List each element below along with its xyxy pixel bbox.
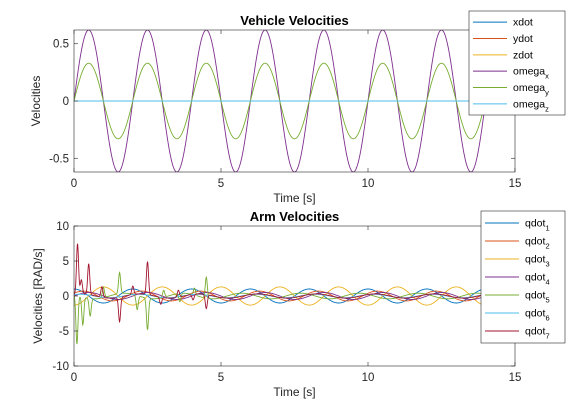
y-axis-label: Velocities [RAD/s] [31, 248, 45, 343]
y-axis-label: Velocities [29, 76, 43, 127]
series-line-qdot-3 [74, 286, 486, 306]
legend-label-omega-z: omegaz [513, 98, 549, 113]
vehicle-velocities-plot: 0 5 10 15 -0.5 0 0.5 Vehicle Velocities Time [s]… [29, 10, 566, 205]
x-tick-label: 5 [218, 178, 224, 190]
chart-title: Vehicle Velocities [240, 13, 348, 28]
series-line-qdot-2 [74, 290, 486, 302]
y-tick-label: -10 [52, 361, 69, 373]
x-axis-label: Time [s] [273, 385, 315, 399]
x-tick-label: 0 [71, 372, 77, 384]
legend-subscript: 6 [545, 314, 549, 323]
legend-subscript: 2 [545, 242, 549, 251]
legend-label-ydot: ydot [513, 33, 533, 45]
x-tick-label: 0 [71, 178, 77, 190]
legend-subscript: x [545, 72, 549, 81]
x-tick-label: 10 [362, 372, 375, 384]
x-tick-label: 15 [509, 178, 522, 190]
legend-label-qdot-4: qdot4 [525, 272, 550, 287]
legend: qdot1 qdot2 qdot3 qdot4 qdot5 qdot6 qdot7 [480, 210, 566, 344]
legend-label-omega-y: omegay [513, 82, 549, 97]
y-tick-label: 0.5 [53, 39, 69, 51]
legend-label-qdot-7: qdot7 [525, 326, 550, 341]
x-tick-label: 5 [218, 372, 224, 384]
legend-subscript: 4 [545, 278, 549, 287]
legend-label-qdot-3: qdot3 [525, 254, 550, 269]
series-line-qdot-1 [74, 288, 486, 304]
y-tick-label: 0 [63, 96, 69, 108]
legend-label-omega-x: omegax [513, 66, 549, 81]
y-tick-label: -5 [59, 326, 69, 338]
legend-subscript: 1 [545, 224, 549, 233]
y-tick-label: 0 [63, 291, 69, 303]
x-tick-label: 10 [362, 178, 375, 190]
series-line-qdot-4 [74, 292, 486, 300]
legend-label-zdot: zdot [513, 49, 533, 61]
legend-label-qdot-6: qdot6 [525, 308, 550, 323]
legend-label-qdot-2: qdot2 [525, 236, 550, 251]
x-tick-label: 15 [509, 372, 522, 384]
legend-label-qdot-1: qdot1 [525, 218, 550, 233]
series-group [74, 243, 486, 345]
y-tick-label: 10 [56, 221, 69, 233]
y-tick-label: -0.5 [49, 153, 69, 165]
y-tick-label: 5 [63, 256, 69, 268]
legend-box [468, 10, 566, 116]
legend-subscript: 7 [545, 332, 549, 341]
chart-title: Arm Velocities [250, 209, 340, 224]
legend-subscript: y [545, 88, 549, 97]
legend-subscript: 3 [545, 260, 549, 269]
legend-subscript: z [545, 104, 549, 113]
x-axis-label: Time [s] [273, 191, 315, 205]
legend-label-xdot: xdot [513, 17, 533, 29]
series-line-qdot-7 [74, 243, 486, 324]
legend-label-qdot-5: qdot5 [525, 290, 550, 305]
series-group [74, 30, 487, 172]
legend-subscript: 5 [545, 296, 549, 305]
